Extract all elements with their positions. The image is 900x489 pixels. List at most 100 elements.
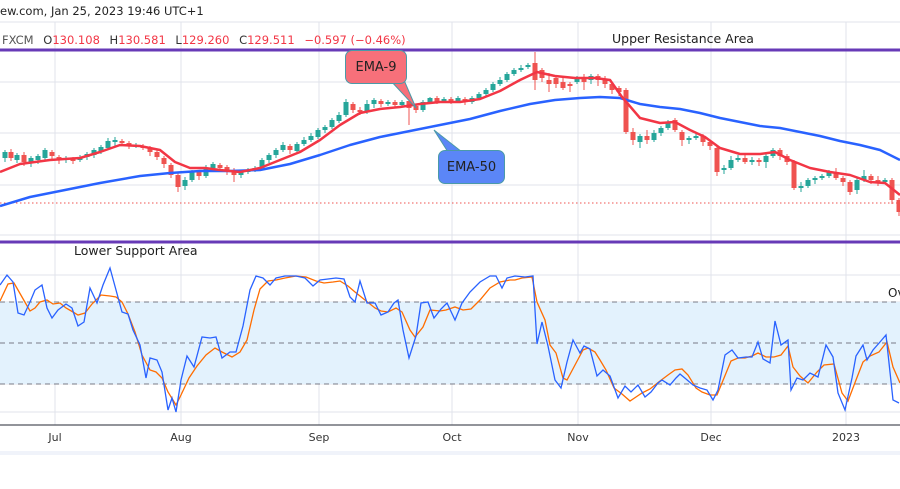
bullish-candle [329, 120, 335, 127]
bearish-candle [119, 141, 125, 143]
bearish-candle [602, 80, 608, 84]
bearish-candle [777, 150, 783, 156]
bullish-candle [385, 102, 391, 104]
bullish-candle [112, 140, 118, 142]
bullish-candle [798, 186, 804, 188]
bearish-candle [350, 104, 356, 110]
ema9-callout[interactable]: EMA-9 [345, 50, 407, 84]
bullish-candle [280, 145, 286, 150]
bearish-candle [714, 148, 720, 172]
bullish-candle [651, 133, 657, 140]
symbol-source: FXCM [2, 33, 34, 47]
bullish-candle [637, 136, 643, 142]
bearish-candle [707, 142, 713, 146]
bearish-candle [756, 160, 762, 162]
bullish-candle [511, 70, 517, 74]
ema50-line [0, 95, 900, 208]
bullish-candle [658, 128, 664, 133]
bullish-candle [749, 160, 755, 162]
bullish-candle [294, 144, 300, 151]
bearish-candle [147, 148, 153, 152]
bearish-candle [700, 136, 706, 142]
bearish-candle [742, 158, 748, 162]
x-axis-label: Sep [308, 431, 330, 444]
bullish-candle [518, 68, 524, 70]
bullish-candle [98, 147, 104, 151]
upper-resistance-label: Upper Resistance Area [612, 31, 754, 46]
bottom-scroll-bar [0, 451, 900, 455]
bearish-candle [154, 152, 160, 157]
bearish-candle [847, 182, 853, 192]
bullish-candle [826, 172, 832, 176]
bearish-candle [868, 176, 874, 180]
bullish-candle [427, 98, 433, 102]
high-value: 130.581 [118, 33, 166, 47]
bullish-candle [259, 160, 265, 168]
bullish-candle [819, 176, 825, 178]
bullish-candle [854, 180, 860, 190]
bullish-candle [455, 98, 461, 101]
open-label: O [43, 33, 53, 47]
price-levels [0, 48, 900, 244]
bullish-candle [686, 138, 692, 140]
high-label: H [109, 33, 119, 47]
bullish-candle [574, 78, 580, 82]
bullish-candle [322, 127, 328, 130]
ema9-line [0, 70, 900, 196]
bullish-candle [665, 122, 671, 128]
bullish-candle [693, 136, 699, 138]
low-label: L [175, 33, 182, 47]
change-value: −0.597 (−0.46%) [304, 33, 406, 47]
bearish-candle [567, 84, 573, 86]
x-axis-label: Dec [700, 431, 722, 444]
stochastic-k-line [0, 265, 900, 413]
bearish-candle [175, 175, 181, 187]
bearish-candle [896, 200, 900, 212]
bullish-candle [182, 180, 188, 186]
bearish-candle [70, 159, 76, 161]
bearish-candle [532, 63, 538, 80]
bullish-candle [861, 176, 867, 180]
bearish-candle [49, 152, 55, 156]
bullish-candle [763, 156, 769, 162]
bullish-candle [28, 158, 34, 163]
bearish-candle [609, 84, 615, 90]
x-axis-label: 2023 [832, 431, 860, 444]
bearish-candle [224, 167, 230, 170]
bearish-candle [644, 136, 650, 140]
bearish-candle [546, 80, 552, 84]
bearish-candle [168, 165, 174, 175]
bullish-candle [301, 140, 307, 144]
bullish-candle [266, 155, 272, 160]
bullish-candle [735, 158, 741, 160]
bullish-candle [525, 65, 531, 67]
x-axis-label: Aug [170, 431, 192, 444]
bullish-candle [399, 102, 405, 105]
bearish-candle [287, 146, 293, 150]
bearish-candle [21, 155, 27, 162]
bearish-candle [553, 78, 559, 84]
x-axis-label: Nov [567, 431, 589, 444]
bearish-candle [581, 78, 587, 82]
bearish-candle [196, 172, 202, 176]
bullish-candle [336, 115, 342, 121]
bullish-candle [812, 178, 818, 180]
bearish-candle [126, 143, 132, 145]
bearish-candle [217, 165, 223, 168]
bearish-candle [840, 178, 846, 182]
low-value: 129.260 [181, 33, 230, 47]
bearish-candle [378, 101, 384, 104]
callout-pointers [388, 79, 464, 153]
source-timestamp: ew.com, Jan 25, 2023 19:46 UTC+1 [0, 4, 204, 18]
bearish-candle [616, 88, 622, 92]
bullish-candle [343, 102, 349, 115]
ema50-callout[interactable]: EMA-50 [438, 150, 505, 184]
close-label: C [239, 33, 248, 47]
chart-header: ew.com, Jan 25, 2023 19:46 UTC+1 [0, 0, 900, 28]
bearish-candle [630, 132, 636, 140]
bullish-candle [273, 150, 279, 155]
bullish-candle [2, 152, 8, 158]
bullish-candle [189, 172, 195, 180]
x-axis-label: Jul [48, 431, 62, 444]
